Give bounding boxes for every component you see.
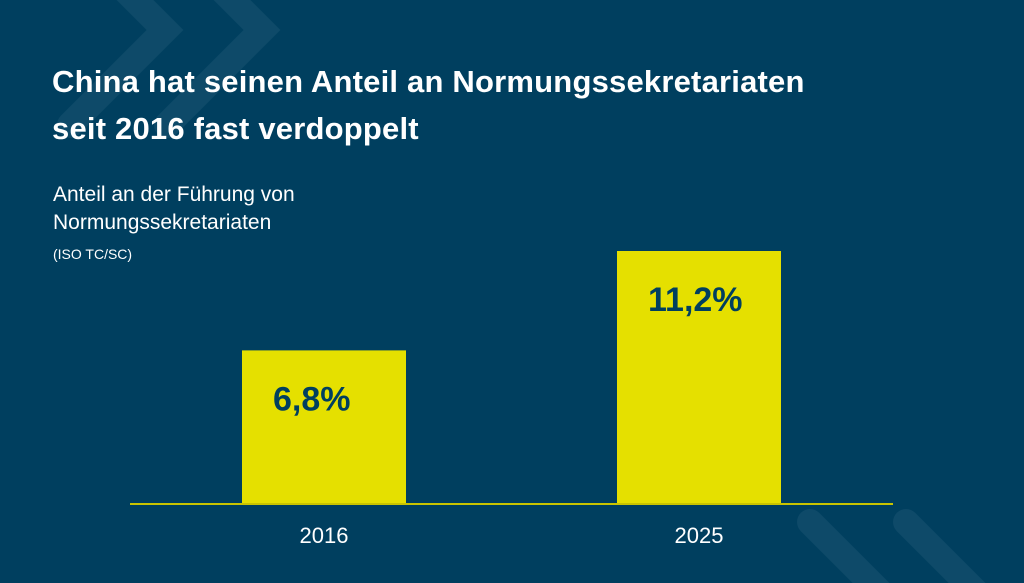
y-axis-label: Anteil an der Führung von Normungssekret… — [53, 181, 295, 237]
chart-title: China hat seinen Anteil an Normungssekre… — [52, 58, 952, 152]
title-line-1: China hat seinen Anteil an Normungssekre… — [52, 64, 805, 99]
y-axis-label-line-1: Anteil an der Führung von — [53, 183, 295, 206]
y-axis-note: (ISO TC/SC) — [53, 246, 133, 262]
data-label-2025: 11,2% — [648, 281, 743, 319]
bar-2016 — [242, 350, 406, 504]
x-tick-label-2016: 2016 — [300, 523, 349, 548]
chevron-decoration — [797, 509, 890, 583]
title-line-2: seit 2016 fast verdoppelt — [52, 111, 419, 146]
chevron-decoration — [154, 0, 281, 138]
x-tick-label-2025: 2025 — [675, 523, 724, 548]
y-axis-label-line-2: Normungssekretariaten — [53, 211, 272, 234]
chevron-decoration — [893, 509, 986, 583]
bar-2025 — [617, 251, 781, 504]
chevron-decoration — [57, 0, 184, 138]
data-label-2016: 6,8% — [273, 380, 351, 418]
